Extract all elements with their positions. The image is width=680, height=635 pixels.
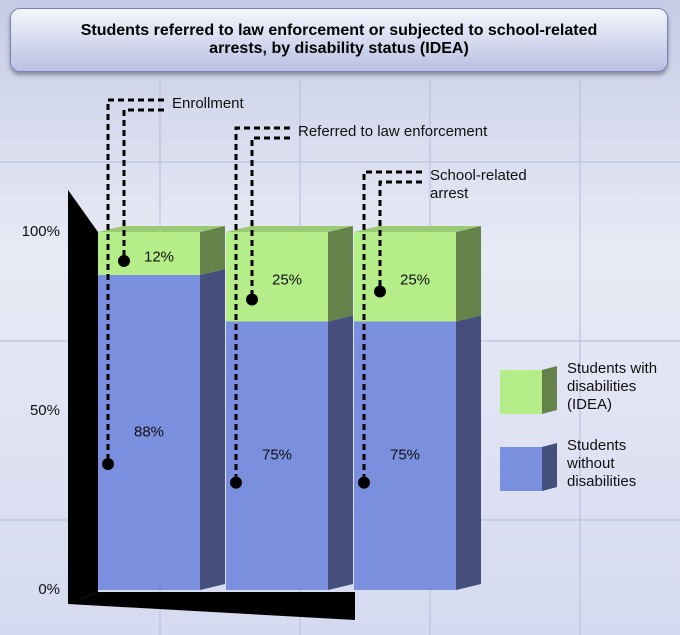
callout-dot [102,457,114,470]
value-label: 25% [400,272,430,289]
legend-swatch [500,447,542,491]
callout-dot [118,254,130,267]
callout-line [250,136,290,300]
legend-label: Students without disabilities [567,437,637,490]
callout-line [378,180,422,292]
legend-swatch-side [542,366,557,414]
bar [354,321,456,590]
bar [354,232,456,322]
callout-dot [374,285,386,298]
bar-side [456,315,481,590]
value-label: 75% [390,447,420,464]
bar-side [328,315,353,590]
x-tick-label: School-related arrest [430,167,527,202]
callout-dot [230,476,242,489]
bar [226,232,328,322]
bar-side [200,268,225,590]
legend-swatch [500,370,542,414]
bar [98,232,200,275]
x-tick-label: Enrollment [172,95,244,112]
callout-line [106,98,164,464]
value-label: 75% [262,447,292,464]
y-tick-label: 100% [22,223,60,240]
callout-dot [246,293,258,306]
bar-top [354,226,481,232]
bar-side [456,226,481,322]
value-label: 12% [144,248,174,265]
bar-side [328,226,353,322]
bar-top [98,226,225,232]
y-tick-label: 50% [30,402,60,419]
callout-line [362,170,422,483]
legend-label: Students with disabilities (IDEA) [567,360,658,413]
back-wall [68,190,98,604]
x-tick-label: Referred to law enforcement [298,123,488,140]
y-tick-label: 0% [38,581,60,598]
bar-top [226,226,353,232]
bar [226,321,328,590]
legend-swatch-side [542,443,557,491]
callout-line [122,108,164,261]
floor [68,592,355,620]
value-label: 25% [272,272,302,289]
chart-title: Students referred to law enforcement or … [10,8,668,72]
callout-dot [358,476,370,489]
bar [98,274,200,590]
value-label: 88% [134,423,164,440]
callout-line [234,126,290,483]
bar-side [200,226,225,275]
